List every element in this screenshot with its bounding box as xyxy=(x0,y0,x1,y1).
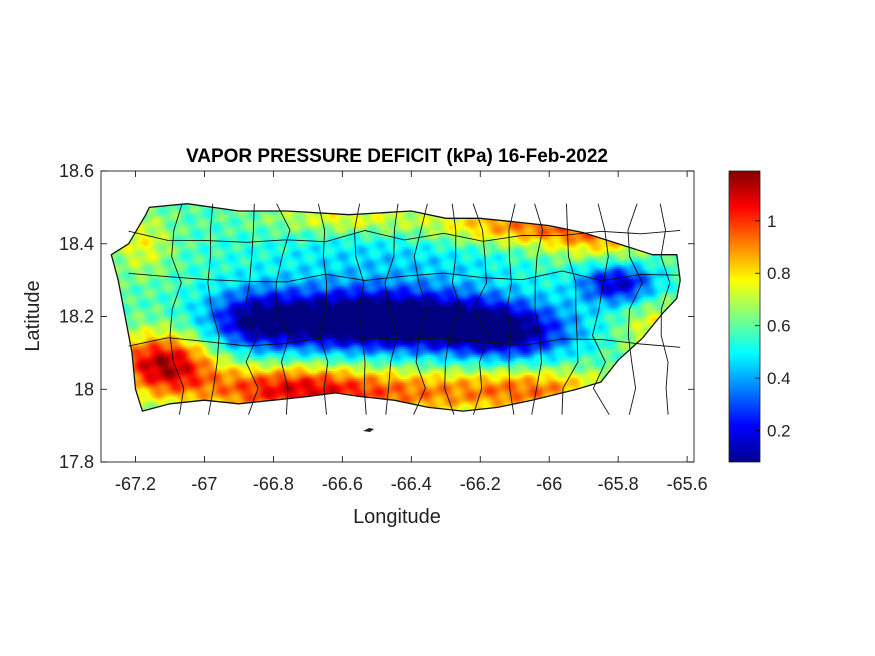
y-tick-label: 18.6 xyxy=(59,161,94,181)
x-tick-label: -66.6 xyxy=(322,474,363,494)
municipal-border xyxy=(506,203,516,415)
municipal-border xyxy=(169,203,185,415)
x-tick-label: -67 xyxy=(191,474,217,494)
municipal-border xyxy=(384,203,399,415)
municipal-border xyxy=(627,203,643,415)
vpd-raster xyxy=(101,171,694,462)
island-caja-de-muertos xyxy=(363,428,374,432)
x-tick-label: -66 xyxy=(536,474,562,494)
colorbar xyxy=(728,170,761,463)
municipal-borders xyxy=(128,203,681,415)
x-tick-label: -66.8 xyxy=(253,474,294,494)
y-axis-label: Latitude xyxy=(22,280,44,351)
municipal-border xyxy=(128,336,681,348)
map-plot-area xyxy=(101,171,694,462)
municipal-border xyxy=(207,203,220,415)
municipal-border xyxy=(317,203,329,415)
coastline xyxy=(110,203,681,412)
y-tick-label: 17.8 xyxy=(59,452,94,472)
y-tick-label: 18.4 xyxy=(59,234,94,254)
municipal-border xyxy=(531,203,544,415)
colorbar-tick-label: 0.2 xyxy=(767,422,791,441)
colorbar-ticks: 0.2 0.4 0.6 0.8 1 xyxy=(755,212,791,441)
municipal-border xyxy=(275,203,291,415)
municipal-border xyxy=(444,203,462,415)
x-tick-label: -67.2 xyxy=(115,474,156,494)
x-axis-ticks: -67.2 -67 -66.8 -66.6 -66.4 -66.2 -66 -65.8 -65.… xyxy=(115,171,708,494)
municipal-border xyxy=(128,229,681,243)
municipal-border xyxy=(354,203,367,415)
municipal-border xyxy=(592,203,610,415)
y-axis-ticks: 17.8 18 18.2 18.4 18.6 xyxy=(59,161,694,472)
y-tick-label: 18.2 xyxy=(59,307,94,327)
municipal-border xyxy=(244,203,259,415)
x-tick-label: -65.8 xyxy=(598,474,639,494)
municipal-border xyxy=(561,203,579,415)
municipal-border xyxy=(659,203,671,415)
colorbar-tick-label: 0.8 xyxy=(767,264,791,283)
x-tick-label: -66.2 xyxy=(460,474,501,494)
x-tick-label: -65.6 xyxy=(667,474,708,494)
colorbar-tick-label: 0.6 xyxy=(767,317,791,336)
y-tick-label: 18 xyxy=(74,379,94,399)
map-title: VAPOR PRESSURE DEFICIT (kPa) 16-Feb-2022 xyxy=(186,146,608,167)
colorbar-tick-label: 0.4 xyxy=(767,369,791,388)
x-axis-label: Longitude xyxy=(353,506,441,528)
municipal-border xyxy=(413,203,428,415)
x-tick-label: -66.4 xyxy=(391,474,432,494)
municipal-border xyxy=(472,203,490,415)
municipal-border xyxy=(128,270,681,283)
colorbar-tick-label: 1 xyxy=(767,212,776,231)
